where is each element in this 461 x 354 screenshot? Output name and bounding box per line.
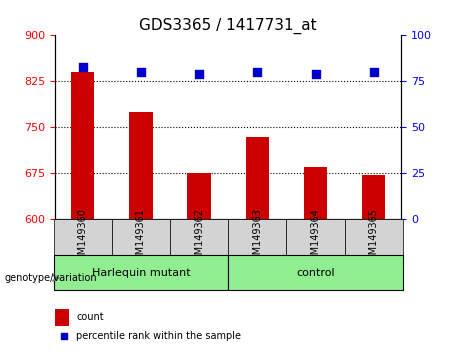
FancyBboxPatch shape xyxy=(286,219,345,255)
Point xyxy=(195,71,203,77)
Bar xyxy=(304,167,327,219)
Point xyxy=(137,69,145,75)
Text: GSM149362: GSM149362 xyxy=(194,208,204,267)
FancyBboxPatch shape xyxy=(53,219,112,255)
Text: genotype/variation: genotype/variation xyxy=(5,273,97,283)
Bar xyxy=(246,137,269,219)
Bar xyxy=(55,309,69,326)
Text: Harlequin mutant: Harlequin mutant xyxy=(92,268,190,278)
FancyBboxPatch shape xyxy=(112,219,170,255)
FancyBboxPatch shape xyxy=(228,255,403,290)
FancyBboxPatch shape xyxy=(228,219,286,255)
Title: GDS3365 / 1417731_at: GDS3365 / 1417731_at xyxy=(139,18,317,34)
Point xyxy=(370,69,378,75)
Bar xyxy=(188,173,211,219)
Text: GSM149365: GSM149365 xyxy=(369,208,379,267)
FancyBboxPatch shape xyxy=(53,255,228,290)
Point xyxy=(303,226,310,232)
Text: percentile rank within the sample: percentile rank within the sample xyxy=(76,331,241,341)
Bar xyxy=(362,175,385,219)
Point xyxy=(312,71,319,77)
Text: control: control xyxy=(296,268,335,278)
FancyBboxPatch shape xyxy=(170,219,228,255)
Bar xyxy=(129,112,153,219)
FancyBboxPatch shape xyxy=(345,219,403,255)
Text: GSM149360: GSM149360 xyxy=(77,208,88,267)
Text: GSM149363: GSM149363 xyxy=(252,208,262,267)
Point xyxy=(254,69,261,75)
Text: count: count xyxy=(76,312,104,322)
Text: GSM149361: GSM149361 xyxy=(136,208,146,267)
Text: GSM149364: GSM149364 xyxy=(311,208,320,267)
Point xyxy=(79,64,86,69)
Bar xyxy=(71,72,95,219)
